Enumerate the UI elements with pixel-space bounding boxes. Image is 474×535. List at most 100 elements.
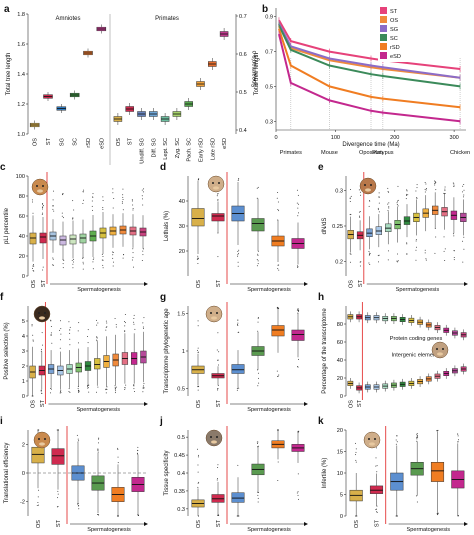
x-tick-label: Undiff. SG	[140, 138, 146, 164]
outlier-point	[416, 187, 418, 189]
y-tick-label: 0.5	[177, 435, 185, 441]
outlier-point	[50, 388, 52, 390]
outlier-point	[131, 200, 133, 202]
outlier-point	[124, 330, 126, 332]
panel-h: h 0 20 40 60 80 Percentage of the transcriptom…	[318, 292, 467, 408]
y-axis-label: Spearman's ρ	[252, 50, 258, 87]
outlier-point	[42, 206, 44, 208]
outlier-point	[97, 451, 99, 453]
outlier-point	[257, 441, 259, 443]
outlier-point	[217, 466, 219, 468]
outlier-point	[82, 191, 84, 193]
outlier-point	[424, 182, 426, 184]
outlier-point	[237, 265, 239, 267]
outlier-point	[424, 252, 426, 254]
x-tick-label: OS	[31, 280, 37, 288]
box-0	[29, 232, 37, 245]
outlier-point	[425, 183, 427, 185]
face	[207, 175, 225, 193]
outlier-point	[395, 439, 397, 441]
outlier-point	[277, 208, 279, 210]
outlier-point	[77, 438, 79, 440]
x-axis-group-label: Spermatogenesis	[247, 407, 291, 413]
outlier-point	[369, 264, 371, 266]
outlier-point	[197, 456, 199, 458]
species-label: Opossum	[359, 150, 383, 156]
outlier-point	[73, 258, 75, 260]
outlier-point	[457, 515, 459, 517]
species-label: Mouse	[321, 150, 338, 156]
outlier-point	[92, 258, 94, 260]
outlier-point	[396, 202, 398, 204]
box-4	[430, 462, 445, 482]
x-tick-label: Lept. SC	[163, 138, 169, 160]
outlier-point	[97, 450, 99, 452]
legend-label-rSD: rSD	[390, 45, 400, 51]
series-line-rSD	[278, 28, 461, 109]
outlier-point	[396, 441, 398, 443]
panel-label-h: h	[318, 292, 324, 303]
y-tick-label: 0.45	[174, 453, 185, 459]
outlier-point	[133, 321, 135, 323]
y-axis-label: Percentage of the transcriptome	[322, 308, 328, 394]
annotation-protein-coding: Protein coding genes	[390, 336, 443, 342]
outlier-point	[142, 391, 144, 393]
outlier-point	[50, 334, 52, 336]
outlier-point	[354, 442, 356, 444]
muzzle	[213, 186, 219, 190]
outlier-point	[434, 184, 436, 186]
outlier-point	[257, 260, 259, 262]
outlier-point	[32, 339, 34, 341]
outlier-point	[197, 262, 199, 264]
outlier-point	[42, 208, 44, 210]
outlier-point	[434, 183, 436, 185]
outlier-point	[102, 207, 104, 209]
legend-swatch-ST	[380, 7, 387, 14]
outlier-point	[105, 320, 107, 322]
outlier-point	[42, 269, 44, 271]
outlier-point	[257, 445, 259, 447]
outlier-point	[31, 199, 33, 201]
face	[33, 305, 51, 323]
outlier-point	[237, 464, 239, 466]
x-axis-group-label: Spermatogenesis	[407, 527, 451, 533]
y-tick-label: -2	[20, 500, 25, 506]
outlier-point	[359, 191, 361, 193]
outlier-point	[141, 195, 143, 197]
outlier-point	[122, 188, 124, 190]
x-tick-label: ST	[41, 279, 47, 287]
outlier-point	[217, 199, 219, 201]
outlier-point	[415, 249, 417, 251]
outlier-point	[124, 313, 126, 315]
outlier-point	[122, 257, 124, 259]
outlier-point	[78, 391, 80, 393]
outlier-point	[277, 268, 279, 270]
outlier-point	[196, 258, 198, 260]
outlier-point	[91, 205, 93, 207]
outlier-point	[76, 434, 78, 436]
outlier-point	[237, 319, 239, 321]
outlier-point	[50, 334, 52, 336]
outlier-point	[57, 493, 59, 495]
outlier-point	[57, 490, 59, 492]
outlier-point	[141, 189, 143, 191]
outlier-point	[133, 323, 135, 325]
outlier-point	[462, 185, 464, 187]
outlier-point	[82, 268, 84, 270]
outlier-point	[62, 267, 64, 269]
outlier-point	[376, 465, 378, 467]
outlier-point	[256, 197, 258, 199]
outlier-point	[277, 191, 279, 193]
outlier-point	[463, 236, 465, 238]
outlier-point	[72, 263, 74, 265]
outlier-point	[132, 209, 134, 211]
y-tick-label: 60	[19, 214, 25, 220]
outlier-point	[296, 189, 298, 191]
x-tick-label: Late rSD	[210, 138, 216, 160]
outlier-point	[88, 384, 90, 386]
panel-label-b: b	[262, 4, 268, 15]
outlier-point	[416, 184, 418, 186]
x-tick-label: OS	[116, 138, 122, 146]
mouse-icon	[205, 305, 223, 323]
outlier-point	[406, 194, 408, 196]
